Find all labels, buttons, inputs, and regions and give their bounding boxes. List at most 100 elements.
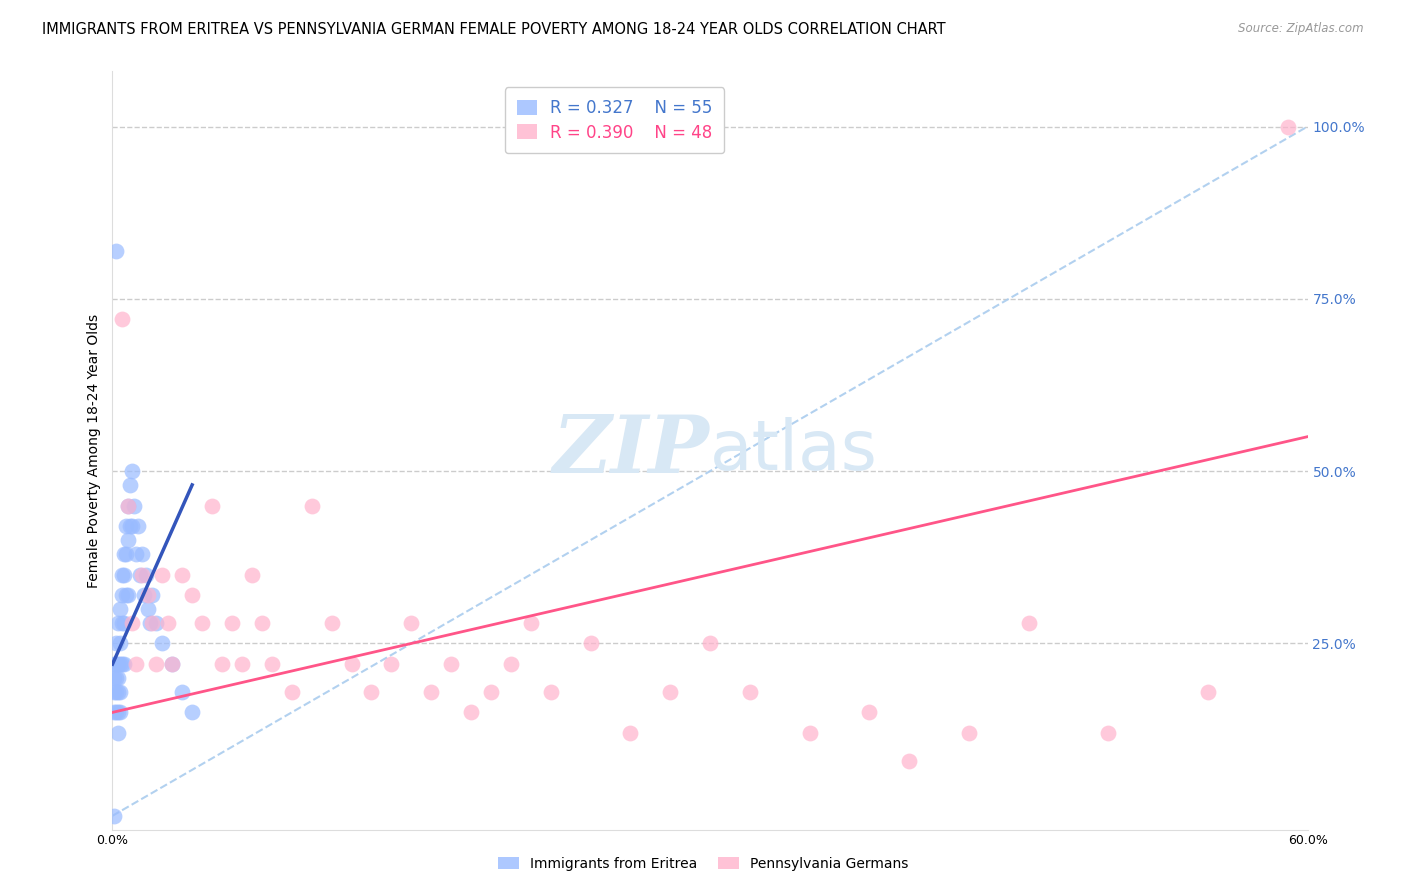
Point bbox=[211, 657, 233, 672]
Text: IMMIGRANTS FROM ERITREA VS PENNSYLVANIA GERMAN FEMALE POVERTY AMONG 18-24 YEAR O: IMMIGRANTS FROM ERITREA VS PENNSYLVANIA … bbox=[42, 22, 946, 37]
Point bbox=[117, 533, 139, 547]
Point bbox=[135, 567, 157, 582]
Point bbox=[103, 657, 125, 672]
Text: Source: ZipAtlas.com: Source: ZipAtlas.com bbox=[1239, 22, 1364, 36]
Point bbox=[129, 567, 152, 582]
Point bbox=[121, 464, 143, 478]
Point bbox=[360, 684, 382, 698]
Point bbox=[111, 615, 134, 630]
Point bbox=[157, 615, 180, 630]
Point bbox=[231, 657, 253, 672]
Point bbox=[579, 636, 602, 650]
Point bbox=[111, 312, 134, 326]
Point bbox=[131, 547, 153, 561]
Point bbox=[380, 657, 402, 672]
Point bbox=[111, 588, 134, 602]
Text: ZIP: ZIP bbox=[553, 412, 710, 489]
Point bbox=[659, 684, 682, 698]
Point bbox=[1277, 120, 1299, 134]
Point bbox=[115, 547, 138, 561]
Point bbox=[401, 615, 423, 630]
Point bbox=[139, 615, 162, 630]
Point bbox=[114, 615, 135, 630]
Point bbox=[107, 684, 129, 698]
Y-axis label: Female Poverty Among 18-24 Year Olds: Female Poverty Among 18-24 Year Olds bbox=[87, 313, 101, 588]
Point bbox=[250, 615, 273, 630]
Point bbox=[117, 499, 139, 513]
Point bbox=[117, 499, 139, 513]
Point bbox=[105, 671, 128, 685]
Point bbox=[124, 499, 146, 513]
Point bbox=[138, 602, 160, 616]
Point bbox=[201, 499, 224, 513]
Point bbox=[103, 671, 125, 685]
Point bbox=[107, 671, 129, 685]
Point bbox=[134, 588, 156, 602]
Point bbox=[858, 706, 880, 720]
Point bbox=[460, 706, 482, 720]
Point bbox=[420, 684, 443, 698]
Point bbox=[107, 657, 129, 672]
Point bbox=[117, 588, 139, 602]
Point bbox=[172, 567, 194, 582]
Point bbox=[111, 657, 134, 672]
Point bbox=[499, 657, 522, 672]
Point bbox=[127, 519, 149, 533]
Point bbox=[120, 519, 142, 533]
Point bbox=[105, 657, 128, 672]
Point bbox=[107, 706, 129, 720]
Point bbox=[131, 567, 153, 582]
Point bbox=[240, 567, 263, 582]
Point bbox=[181, 588, 204, 602]
Point bbox=[898, 754, 921, 768]
Point bbox=[150, 567, 173, 582]
Point bbox=[110, 636, 132, 650]
Point bbox=[105, 684, 128, 698]
Point bbox=[145, 657, 167, 672]
Point bbox=[107, 615, 129, 630]
Point bbox=[145, 615, 167, 630]
Point bbox=[281, 684, 304, 698]
Point bbox=[115, 588, 138, 602]
Point bbox=[138, 588, 160, 602]
Point bbox=[110, 684, 132, 698]
Point bbox=[110, 602, 132, 616]
Point bbox=[110, 657, 132, 672]
Point bbox=[105, 244, 128, 258]
Point bbox=[479, 684, 502, 698]
Point bbox=[340, 657, 363, 672]
Point bbox=[103, 706, 125, 720]
Point bbox=[125, 547, 148, 561]
Point bbox=[957, 726, 980, 740]
Point bbox=[619, 726, 641, 740]
Legend: R = 0.327    N = 55, R = 0.390    N = 48: R = 0.327 N = 55, R = 0.390 N = 48 bbox=[505, 87, 724, 153]
Point bbox=[111, 567, 134, 582]
Point bbox=[799, 726, 821, 740]
Point bbox=[105, 636, 128, 650]
Point bbox=[107, 726, 129, 740]
Point bbox=[121, 615, 143, 630]
Point bbox=[114, 657, 135, 672]
Point bbox=[1018, 615, 1040, 630]
Point bbox=[699, 636, 721, 650]
Point bbox=[110, 706, 132, 720]
Point bbox=[440, 657, 463, 672]
Point bbox=[121, 519, 143, 533]
Point bbox=[738, 684, 761, 698]
Point bbox=[115, 519, 138, 533]
Point bbox=[1097, 726, 1119, 740]
Point bbox=[105, 706, 128, 720]
Point bbox=[221, 615, 243, 630]
Point bbox=[181, 706, 204, 720]
Point bbox=[150, 636, 173, 650]
Point bbox=[114, 567, 135, 582]
Point bbox=[120, 478, 142, 492]
Point bbox=[540, 684, 562, 698]
Point bbox=[260, 657, 283, 672]
Legend: Immigrants from Eritrea, Pennsylvania Germans: Immigrants from Eritrea, Pennsylvania Ge… bbox=[492, 851, 914, 876]
Point bbox=[103, 684, 125, 698]
Point bbox=[103, 809, 125, 823]
Point bbox=[1197, 684, 1219, 698]
Point bbox=[141, 588, 163, 602]
Point bbox=[301, 499, 323, 513]
